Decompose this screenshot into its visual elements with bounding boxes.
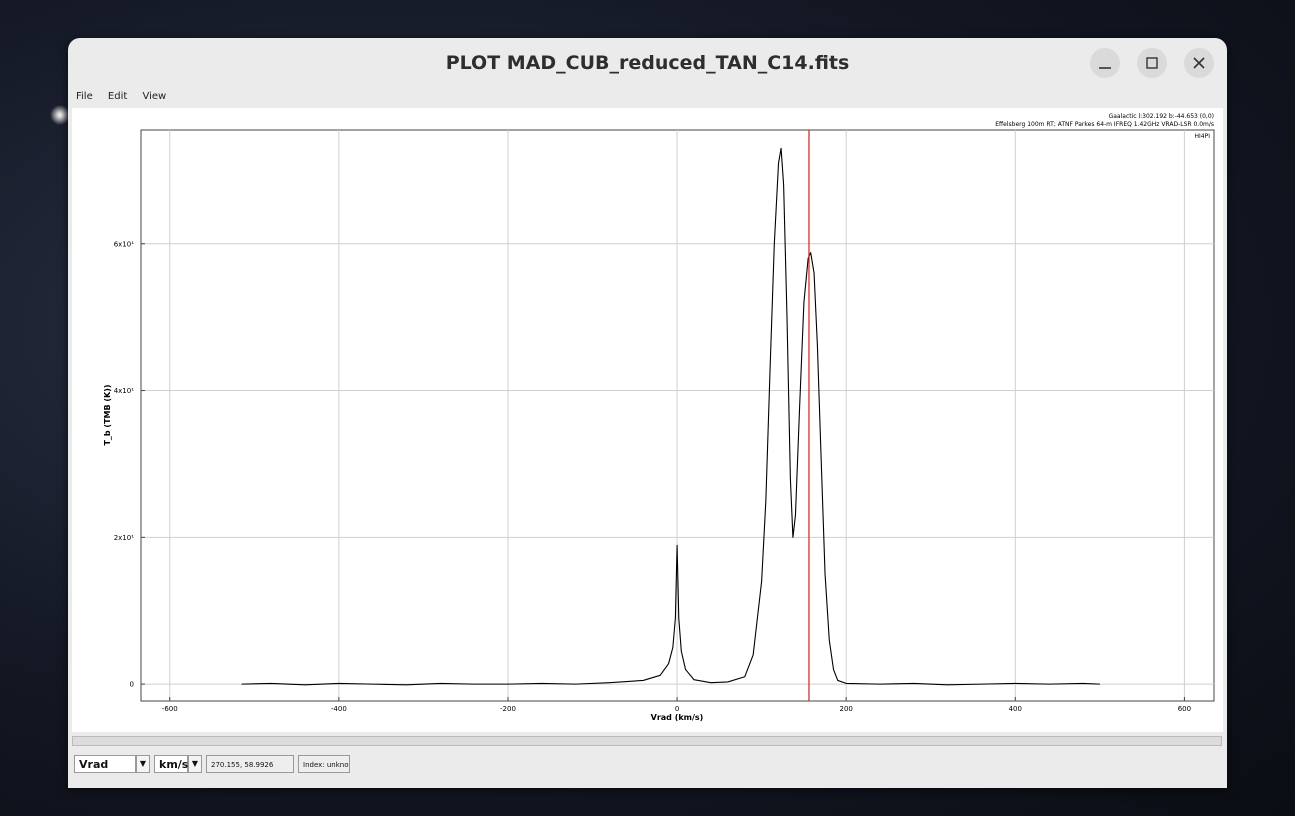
minimize-button[interactable]: [1090, 48, 1120, 78]
y-axis-label: T_b (TMB (K)): [103, 384, 112, 445]
x-tick-label: 400: [1009, 705, 1022, 713]
x-tick-label: 600: [1178, 705, 1191, 713]
dropdown-button[interactable]: ▼: [136, 755, 150, 773]
plot-panel: [72, 108, 1223, 732]
dropdown-button[interactable]: ▼: [188, 755, 202, 773]
x-tick-label: -600: [162, 705, 178, 713]
coordinates-field: 270.155, 58.9926: [206, 755, 294, 773]
axis-select[interactable]: Vrad: [74, 755, 136, 773]
y-tick-label: 4x10¹: [114, 387, 135, 395]
x-tick-label: -200: [500, 705, 516, 713]
maximize-button[interactable]: [1137, 48, 1167, 78]
window-title: PLOT MAD_CUB_reduced_TAN_C14.fits: [445, 52, 850, 74]
x-tick-label: -400: [331, 705, 347, 713]
icon: [1146, 57, 1158, 69]
annotation: HI4PI: [1195, 133, 1211, 140]
menu-item[interactable]: View: [142, 91, 167, 102]
menu-bar: File Edit View: [68, 91, 1227, 107]
spectrum-line: [241, 147, 1100, 686]
unit-select[interactable]: km/s: [154, 755, 188, 773]
annotation: Gaalactic l:302.192 b:-44.653 (0,0): [1109, 113, 1214, 120]
x-axis-label: Vrad (km/s): [651, 713, 704, 722]
scrollbar[interactable]: [72, 736, 1222, 746]
x-tick-label: 200: [839, 705, 852, 713]
y-tick-label: 2x10¹: [114, 534, 135, 542]
x-tick-label: 0: [675, 705, 679, 713]
y-tick-label: 0: [130, 681, 134, 689]
menu-item[interactable]: Edit: [107, 91, 128, 102]
icon: [1193, 57, 1205, 69]
annotation: Effelsberg 100m RT; ATNF Parkes 64-m IFR…: [995, 121, 1214, 128]
window: PLOT MAD_CUB_reduced_TAN_C14.fits File E…: [68, 38, 1227, 788]
y-tick-label: 6x10¹: [114, 240, 135, 248]
index-field: Index: unknow: [298, 755, 350, 773]
menu-item[interactable]: File: [76, 91, 93, 102]
